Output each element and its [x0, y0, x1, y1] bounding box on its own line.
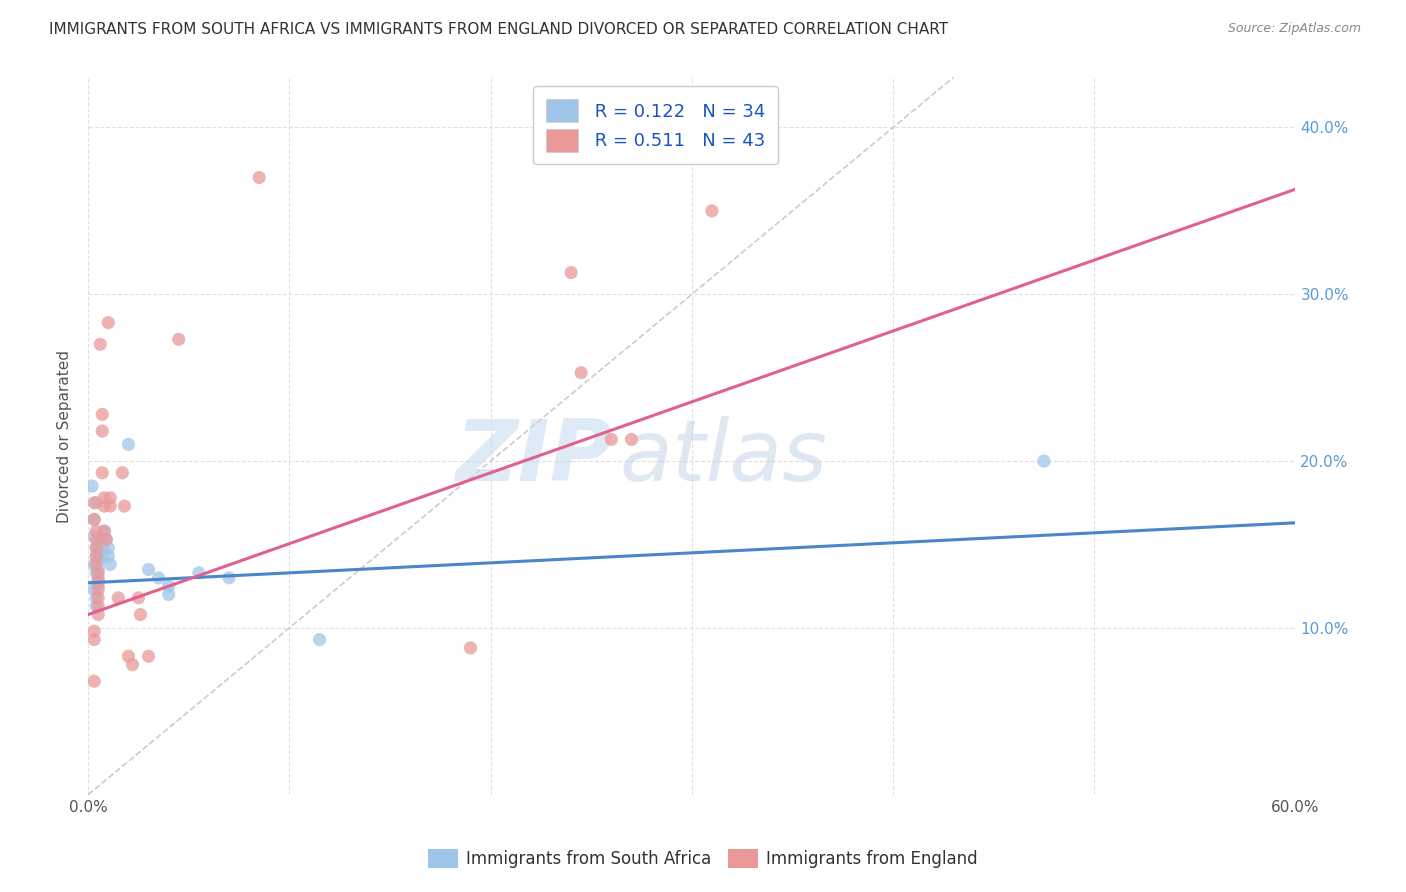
Point — [84, 549, 107, 564]
Point — [96, 533, 118, 547]
Point — [89, 337, 111, 351]
Point — [87, 554, 110, 568]
Point — [87, 566, 110, 580]
Point — [87, 579, 110, 593]
Point — [129, 607, 152, 622]
Point — [87, 599, 110, 614]
Point — [84, 566, 107, 580]
Point — [83, 674, 105, 689]
Point — [569, 366, 592, 380]
Point — [97, 541, 120, 555]
Text: atlas: atlas — [620, 416, 827, 500]
Point — [87, 574, 110, 589]
Point — [91, 408, 114, 422]
Point — [84, 591, 107, 605]
Text: ZIP: ZIP — [456, 416, 613, 500]
Point — [87, 591, 110, 605]
Point — [91, 549, 114, 564]
Point — [84, 599, 107, 614]
Point — [218, 571, 240, 585]
Point — [138, 649, 160, 664]
Point — [98, 499, 121, 513]
Point — [98, 558, 121, 572]
Legend: Immigrants from South Africa, Immigrants from England: Immigrants from South Africa, Immigrants… — [422, 842, 984, 875]
Point — [460, 640, 482, 655]
Point — [308, 632, 330, 647]
Point — [93, 491, 115, 505]
Point — [93, 499, 115, 513]
Point — [83, 496, 105, 510]
Point — [87, 574, 110, 589]
Text: Source: ZipAtlas.com: Source: ZipAtlas.com — [1227, 22, 1361, 36]
Point — [83, 624, 105, 639]
Y-axis label: Divorced or Separated: Divorced or Separated — [58, 350, 72, 523]
Point — [91, 541, 114, 555]
Point — [91, 466, 114, 480]
Point — [82, 479, 104, 493]
Point — [84, 549, 107, 564]
Point — [84, 533, 107, 547]
Point — [84, 541, 107, 555]
Point — [560, 266, 582, 280]
Point — [167, 332, 190, 346]
Point — [96, 533, 118, 547]
Point — [148, 571, 170, 585]
Point — [83, 632, 105, 647]
Point — [84, 541, 107, 555]
Point — [84, 558, 107, 572]
Point — [117, 649, 139, 664]
Point — [87, 546, 110, 560]
Point — [83, 512, 105, 526]
Point — [620, 433, 643, 447]
Point — [111, 466, 134, 480]
Point — [1032, 454, 1054, 468]
Point — [600, 433, 623, 447]
Point — [83, 529, 105, 543]
Point — [138, 562, 160, 576]
Text: IMMIGRANTS FROM SOUTH AFRICA VS IMMIGRANTS FROM ENGLAND DIVORCED OR SEPARATED CO: IMMIGRANTS FROM SOUTH AFRICA VS IMMIGRAN… — [49, 22, 948, 37]
Point — [121, 657, 143, 672]
Point — [97, 549, 120, 564]
Point — [89, 533, 111, 547]
Point — [93, 524, 115, 538]
Legend:  R = 0.122   N = 34,  R = 0.511   N = 43: R = 0.122 N = 34, R = 0.511 N = 43 — [533, 87, 778, 164]
Point — [247, 170, 270, 185]
Point — [700, 203, 723, 218]
Point — [87, 562, 110, 576]
Point — [83, 582, 105, 597]
Point — [83, 558, 105, 572]
Point — [187, 566, 209, 580]
Point — [91, 424, 114, 438]
Point — [157, 588, 180, 602]
Point — [112, 499, 135, 513]
Point — [84, 496, 107, 510]
Point — [87, 571, 110, 585]
Point — [117, 437, 139, 451]
Point — [84, 524, 107, 538]
Point — [98, 491, 121, 505]
Point — [83, 512, 105, 526]
Point — [107, 591, 129, 605]
Point — [87, 607, 110, 622]
Point — [87, 582, 110, 597]
Point — [127, 591, 149, 605]
Point — [93, 524, 115, 538]
Point — [97, 316, 120, 330]
Point — [157, 579, 180, 593]
